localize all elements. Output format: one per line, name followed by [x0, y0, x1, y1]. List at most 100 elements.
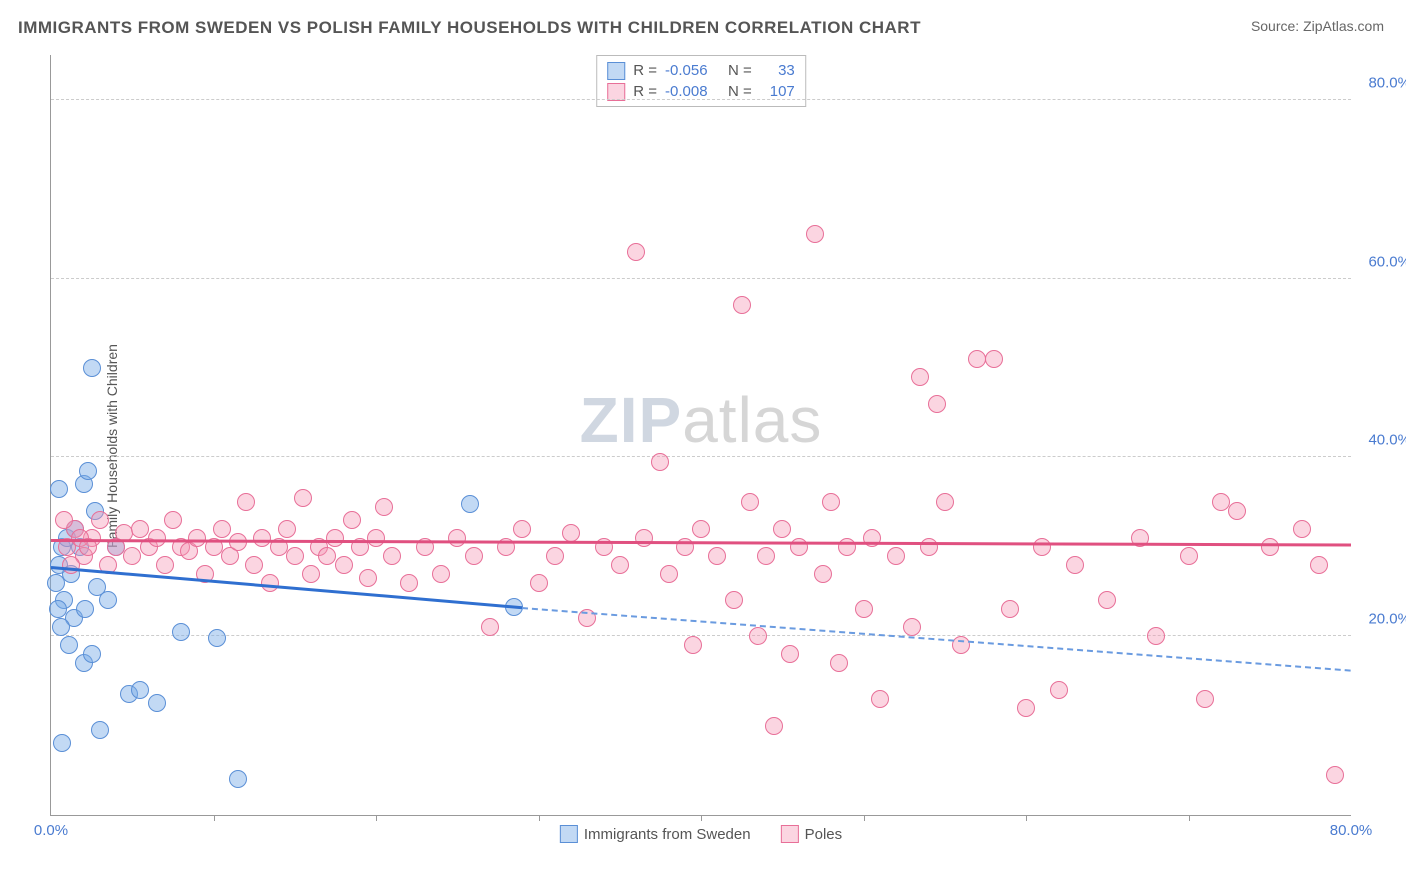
data-point: [91, 511, 109, 529]
y-tick-label: 40.0%: [1356, 432, 1406, 449]
data-point: [375, 498, 393, 516]
data-point: [1066, 556, 1084, 574]
data-point: [156, 556, 174, 574]
data-point: [985, 350, 1003, 368]
data-point: [790, 538, 808, 556]
data-point: [55, 511, 73, 529]
data-point: [49, 600, 67, 618]
data-point: [546, 547, 564, 565]
chart-title: IMMIGRANTS FROM SWEDEN VS POLISH FAMILY …: [18, 18, 921, 38]
data-point: [765, 717, 783, 735]
trend-line: [522, 607, 1351, 672]
legend-label: Immigrants from Sweden: [584, 826, 751, 843]
x-tick-mark: [1026, 815, 1027, 821]
x-tick-mark: [539, 815, 540, 821]
watermark-zip: ZIP: [580, 384, 683, 456]
data-point: [1212, 493, 1230, 511]
data-point: [50, 480, 68, 498]
data-point: [229, 770, 247, 788]
data-point: [326, 529, 344, 547]
data-point: [936, 493, 954, 511]
data-point: [91, 721, 109, 739]
watermark-atlas: atlas: [682, 384, 822, 456]
data-point: [383, 547, 401, 565]
data-point: [123, 547, 141, 565]
data-point: [911, 368, 929, 386]
data-point: [131, 681, 149, 699]
data-point: [294, 489, 312, 507]
data-point: [611, 556, 629, 574]
legend-swatch: [560, 825, 578, 843]
data-point: [432, 565, 450, 583]
data-point: [725, 591, 743, 609]
data-point: [887, 547, 905, 565]
data-point: [367, 529, 385, 547]
data-point: [773, 520, 791, 538]
plot-area: ZIPatlas R =-0.056N =33R =-0.008N =107 I…: [50, 55, 1351, 816]
data-point: [1180, 547, 1198, 565]
data-point: [83, 359, 101, 377]
data-point: [781, 645, 799, 663]
data-point: [530, 574, 548, 592]
y-tick-label: 20.0%: [1356, 611, 1406, 628]
data-point: [920, 538, 938, 556]
data-point: [253, 529, 271, 547]
data-point: [79, 462, 97, 480]
data-point: [148, 694, 166, 712]
data-point: [1326, 766, 1344, 784]
data-point: [164, 511, 182, 529]
data-point: [76, 600, 94, 618]
data-point: [660, 565, 678, 583]
y-tick-label: 60.0%: [1356, 253, 1406, 270]
data-point: [814, 565, 832, 583]
data-point: [286, 547, 304, 565]
data-point: [806, 225, 824, 243]
data-point: [855, 600, 873, 618]
data-point: [148, 529, 166, 547]
data-point: [481, 618, 499, 636]
x-tick-mark: [864, 815, 865, 821]
data-point: [1261, 538, 1279, 556]
data-point: [757, 547, 775, 565]
series-legend: Immigrants from Sweden Poles: [560, 825, 842, 843]
legend-r-value: -0.056: [665, 60, 720, 81]
gridline: [51, 278, 1351, 279]
data-point: [692, 520, 710, 538]
data-point: [400, 574, 418, 592]
data-point: [1196, 690, 1214, 708]
data-point: [830, 654, 848, 672]
data-point: [131, 520, 149, 538]
legend-row: R =-0.056N =33: [607, 60, 795, 81]
x-tick-mark: [214, 815, 215, 821]
data-point: [99, 591, 117, 609]
data-point: [1310, 556, 1328, 574]
data-point: [562, 524, 580, 542]
data-point: [188, 529, 206, 547]
gridline: [51, 456, 1351, 457]
data-point: [52, 618, 70, 636]
data-point: [1033, 538, 1051, 556]
legend-item: Poles: [781, 825, 843, 843]
x-tick-mark: [1189, 815, 1190, 821]
data-point: [822, 493, 840, 511]
data-point: [53, 734, 71, 752]
data-point: [359, 569, 377, 587]
data-point: [513, 520, 531, 538]
data-point: [302, 565, 320, 583]
data-point: [1001, 600, 1019, 618]
data-point: [1293, 520, 1311, 538]
legend-r-label: R =: [633, 60, 657, 81]
data-point: [838, 538, 856, 556]
data-point: [635, 529, 653, 547]
data-point: [335, 556, 353, 574]
data-point: [1050, 681, 1068, 699]
watermark: ZIPatlas: [580, 383, 823, 457]
data-point: [465, 547, 483, 565]
data-point: [749, 627, 767, 645]
y-tick-label: 80.0%: [1356, 74, 1406, 91]
data-point: [318, 547, 336, 565]
data-point: [237, 493, 255, 511]
data-point: [651, 453, 669, 471]
legend-n-value: 33: [760, 60, 795, 81]
data-point: [627, 243, 645, 261]
